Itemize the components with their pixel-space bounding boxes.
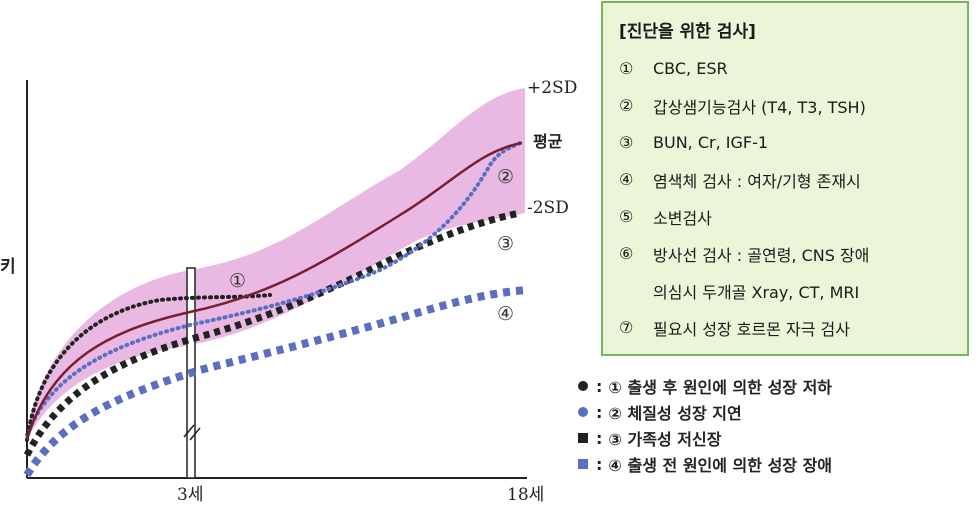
- info-item: 의심시 두개골 Xray, CT, MRI: [619, 272, 967, 309]
- lower-sd-label: -2SD: [527, 198, 569, 218]
- info-item: ⑥ 방사선 검사 : 골연령, CNS 장애: [619, 235, 967, 272]
- info-item-text: 필요시 성장 호르몬 자극 검사: [653, 319, 850, 339]
- legend-text: ④ 출생 전 원인에 의한 성장 장애: [608, 456, 833, 475]
- x-tick-label: 18세: [507, 485, 544, 505]
- growth-chart: 키 3세 18세 +2SD 평균 -2SD ① ② ③ ④: [0, 78, 577, 505]
- legend-colon: :: [596, 402, 603, 422]
- legend-circle-marker: [578, 381, 588, 391]
- legend-text: ② 체질성 성장 지연: [608, 404, 742, 423]
- curve-label-1: ①: [229, 270, 246, 292]
- legend-item: : ② 체질성 성장 지연: [578, 399, 968, 425]
- info-item-number: ⑥: [619, 244, 634, 263]
- legend-item: : ③ 가족성 저신장: [578, 425, 968, 451]
- legend-square-marker: [578, 433, 588, 443]
- legend-item: : ① 출생 후 원인에 의한 성장 저하: [578, 373, 968, 399]
- axis-break-mark: [183, 424, 195, 438]
- info-item-text: 의심시 두개골 Xray, CT, MRI: [653, 282, 860, 302]
- chart-legend: : ① 출생 후 원인에 의한 성장 저하 : ② 체질성 성장 지연 : ③ …: [578, 373, 968, 477]
- info-item-text: CBC, ESR: [653, 59, 728, 78]
- info-item: ③ BUN, Cr, IGF-1: [619, 124, 967, 161]
- info-item: ② 갑상샘기능검사 (T4, T3, TSH): [619, 87, 967, 124]
- info-item-number: ④: [619, 170, 634, 189]
- legend-item: : ④ 출생 전 원인에 의한 성장 장애: [578, 451, 968, 477]
- info-item: ⑦ 필요시 성장 호르몬 자극 검사: [619, 309, 967, 346]
- mean-label: 평균: [533, 132, 563, 151]
- info-item: ④ 염색체 검사 : 여자/기형 존재시: [619, 161, 967, 198]
- curve-label-3: ③: [497, 233, 514, 255]
- curve-label-4: ④: [497, 303, 514, 325]
- diagnostic-tests-box: [진단을 위한 검사] ① CBC, ESR ② 갑상샘기능검사 (T4, T3, …: [601, 1, 969, 356]
- x-tick-label: 3세: [177, 485, 203, 505]
- info-item-text: 소변검사: [653, 208, 712, 228]
- legend-circle-marker: [578, 407, 588, 417]
- info-item-text: 염색체 검사 : 여자/기형 존재시: [653, 171, 861, 191]
- curve-label-2: ②: [497, 166, 514, 188]
- series-1-line: [25, 293, 272, 442]
- legend-colon: :: [596, 454, 603, 474]
- info-item-text: 방사선 검사 : 골연령, CNS 장애: [653, 245, 870, 265]
- info-item-text: 갑상샘기능검사 (T4, T3, TSH): [653, 97, 866, 117]
- info-item-number: ③: [619, 133, 634, 152]
- legend-square-marker: [578, 459, 588, 469]
- legend-text: ③ 가족성 저신장: [608, 430, 722, 449]
- info-item: ① CBC, ESR: [619, 50, 967, 87]
- upper-sd-label: +2SD: [527, 78, 577, 98]
- legend-colon: :: [596, 428, 603, 448]
- info-item-number: ①: [619, 59, 634, 78]
- series-2-line: [25, 141, 522, 437]
- info-item-text: BUN, Cr, IGF-1: [653, 133, 769, 152]
- info-item-number: ②: [619, 96, 634, 115]
- info-item-number: ⑦: [619, 318, 634, 337]
- axis-break-mark: [189, 427, 201, 441]
- legend-colon: :: [596, 376, 603, 396]
- info-item: ⑤ 소변검사: [619, 198, 967, 235]
- legend-text: ① 출생 후 원인에 의한 성장 저하: [608, 378, 833, 397]
- info-box-title: [진단을 위한 검사]: [619, 22, 756, 42]
- info-item-number: ⑤: [619, 207, 634, 226]
- series-3-line: [23, 209, 521, 457]
- sd-band: [27, 88, 525, 440]
- y-axis-label: 키: [0, 257, 16, 277]
- mean-line: [25, 141, 523, 441]
